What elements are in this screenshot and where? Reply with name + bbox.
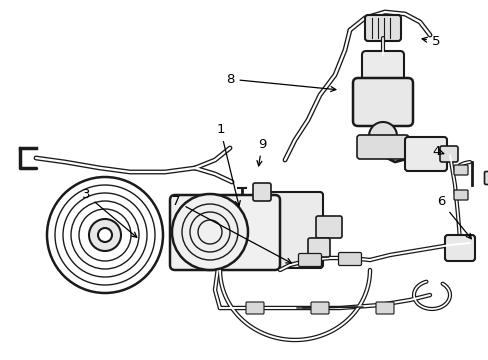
FancyBboxPatch shape (338, 252, 361, 266)
FancyBboxPatch shape (262, 192, 323, 268)
FancyBboxPatch shape (245, 302, 264, 314)
FancyBboxPatch shape (298, 253, 321, 266)
FancyBboxPatch shape (404, 137, 446, 171)
Text: 9: 9 (257, 138, 266, 166)
FancyBboxPatch shape (453, 190, 467, 200)
FancyBboxPatch shape (453, 165, 467, 175)
Text: 3: 3 (81, 188, 137, 237)
Circle shape (98, 228, 112, 242)
Text: 4: 4 (431, 145, 443, 158)
FancyBboxPatch shape (310, 302, 328, 314)
FancyBboxPatch shape (364, 15, 400, 41)
FancyBboxPatch shape (444, 235, 474, 261)
FancyBboxPatch shape (170, 195, 280, 270)
FancyBboxPatch shape (352, 78, 412, 126)
Circle shape (172, 194, 247, 270)
FancyBboxPatch shape (315, 216, 341, 238)
Text: 2: 2 (0, 359, 1, 360)
Text: 1: 1 (216, 123, 240, 206)
FancyBboxPatch shape (484, 171, 488, 184)
FancyBboxPatch shape (361, 51, 403, 87)
FancyBboxPatch shape (439, 146, 457, 162)
Text: 8: 8 (225, 73, 335, 91)
Text: 5: 5 (421, 35, 440, 48)
Text: 7: 7 (172, 195, 291, 263)
Circle shape (368, 122, 396, 150)
FancyBboxPatch shape (356, 135, 408, 159)
Text: 6: 6 (436, 195, 470, 239)
FancyBboxPatch shape (252, 183, 270, 201)
FancyBboxPatch shape (375, 302, 393, 314)
Circle shape (89, 219, 121, 251)
FancyBboxPatch shape (307, 238, 329, 257)
